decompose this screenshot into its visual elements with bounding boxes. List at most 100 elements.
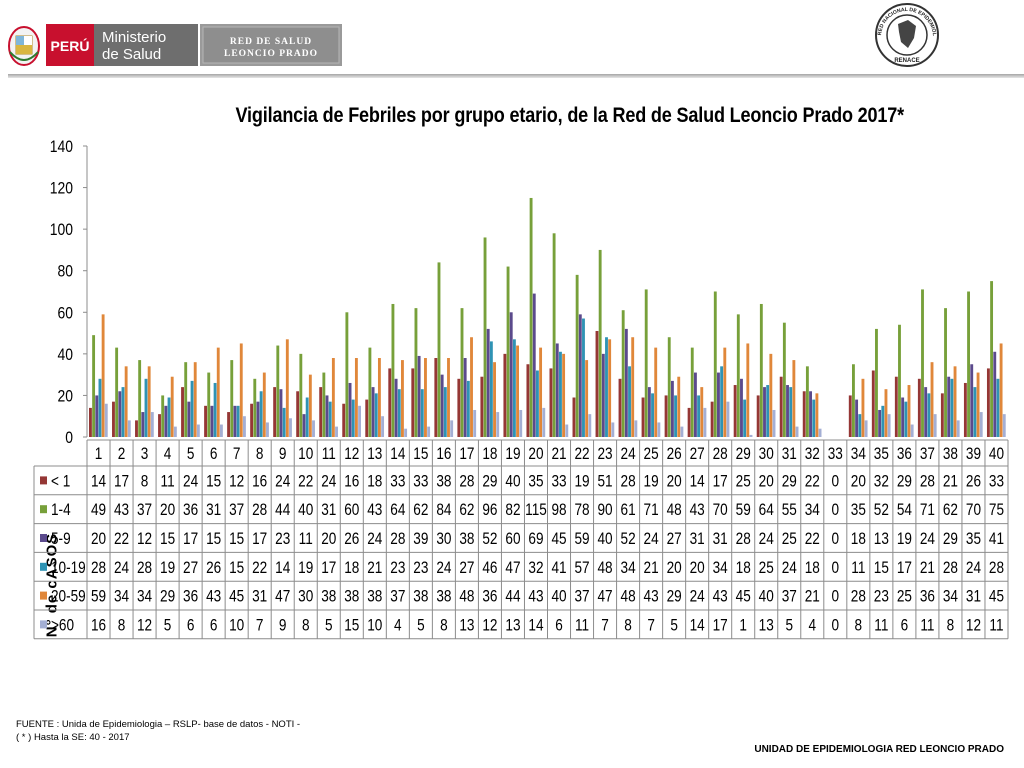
bar (786, 385, 789, 437)
bar (512, 339, 516, 437)
data-label: 31 (713, 530, 728, 549)
data-label: 23 (413, 558, 428, 577)
data-label: 28 (137, 558, 152, 577)
data-label: 48 (598, 558, 613, 577)
bar (710, 401, 714, 437)
data-label: 70 (713, 501, 728, 520)
bar (887, 414, 891, 437)
data-label: 24 (436, 558, 452, 577)
bar (670, 380, 674, 437)
bar (782, 322, 786, 437)
bar (243, 416, 246, 437)
data-label: 96 (482, 501, 497, 520)
data-label: 64 (759, 501, 775, 520)
data-label: 43 (690, 501, 705, 520)
bar (1002, 414, 1006, 437)
data-label: 37 (390, 587, 405, 606)
data-label: 32 (874, 472, 889, 491)
x-tick-label: 39 (966, 445, 981, 464)
bar (898, 324, 901, 437)
bar (473, 409, 477, 437)
data-label: 30 (298, 587, 313, 606)
data-label: 24 (367, 530, 383, 549)
bar (230, 360, 234, 437)
bar (657, 422, 661, 437)
data-label: 11 (874, 616, 888, 635)
bar (489, 341, 493, 437)
bar (420, 389, 424, 437)
x-tick-label: 38 (943, 445, 958, 464)
data-label: 18 (344, 558, 359, 577)
bar (963, 382, 967, 437)
data-label: 5 (164, 616, 172, 635)
bar (325, 395, 329, 437)
data-label: 16 (91, 616, 106, 635)
data-label: 28 (621, 472, 636, 491)
x-tick-label: 30 (759, 445, 774, 464)
bar (588, 414, 592, 437)
bar (884, 389, 888, 437)
bar (371, 387, 375, 437)
data-label: 5 (785, 616, 793, 635)
bar (680, 426, 684, 437)
bar (354, 358, 358, 437)
bar (443, 387, 447, 437)
data-label: 21 (367, 558, 382, 577)
bar (858, 414, 862, 437)
data-label: 15 (229, 558, 244, 577)
data-label: 23 (275, 530, 290, 549)
data-label: 43 (206, 587, 221, 606)
bar (559, 351, 562, 437)
bar (144, 378, 148, 437)
bar (101, 314, 105, 437)
bar (210, 405, 214, 437)
bar (595, 330, 599, 437)
x-tick-label: 31 (782, 445, 797, 464)
bar (532, 293, 536, 437)
data-label: 36 (183, 501, 198, 520)
x-tick-label: 20 (528, 445, 543, 464)
cutoff-note: ( * ) Hasta la SE: 40 - 2017 (16, 732, 130, 743)
data-label: 44 (505, 587, 521, 606)
data-label: 19 (160, 558, 175, 577)
data-label: 24 (275, 472, 291, 491)
x-tick-label: 14 (390, 445, 406, 464)
data-label: 40 (551, 587, 566, 606)
bar (575, 274, 579, 437)
bar (213, 382, 217, 437)
bar (864, 420, 868, 437)
data-label: 30 (436, 530, 451, 549)
data-label: 11 (161, 472, 175, 491)
data-label: 48 (459, 587, 474, 606)
data-label: 62 (943, 501, 958, 520)
x-tick-label: 27 (690, 445, 705, 464)
data-label: 17 (713, 472, 728, 491)
data-label: 34 (805, 501, 821, 520)
legend-label: 20-59 (51, 587, 86, 606)
data-label: 41 (551, 558, 566, 577)
data-label: 41 (989, 530, 1004, 549)
y-tick-label: 140 (50, 138, 74, 157)
bar (578, 314, 582, 437)
bar (582, 318, 585, 437)
data-label: 35 (966, 530, 981, 549)
bar (164, 405, 168, 437)
data-label: 0 (832, 501, 840, 520)
data-label: 5 (325, 616, 333, 635)
bar (147, 366, 151, 437)
data-label: 10 (367, 616, 382, 635)
data-label: 8 (947, 616, 955, 635)
data-label: 14 (690, 472, 706, 491)
data-label: 62 (413, 501, 428, 520)
renace-seal-logo: RED NACIONAL DE EPIDEMIOLOGIA RENACE (868, 2, 939, 67)
data-label: 33 (551, 472, 566, 491)
data-label: 38 (459, 530, 474, 549)
bar (118, 391, 122, 437)
bar (227, 412, 231, 437)
bar (417, 355, 421, 437)
data-label: 82 (505, 501, 520, 520)
bar (434, 358, 438, 437)
bar (647, 387, 651, 437)
data-label: 6 (187, 616, 195, 635)
data-label: 78 (574, 501, 589, 520)
